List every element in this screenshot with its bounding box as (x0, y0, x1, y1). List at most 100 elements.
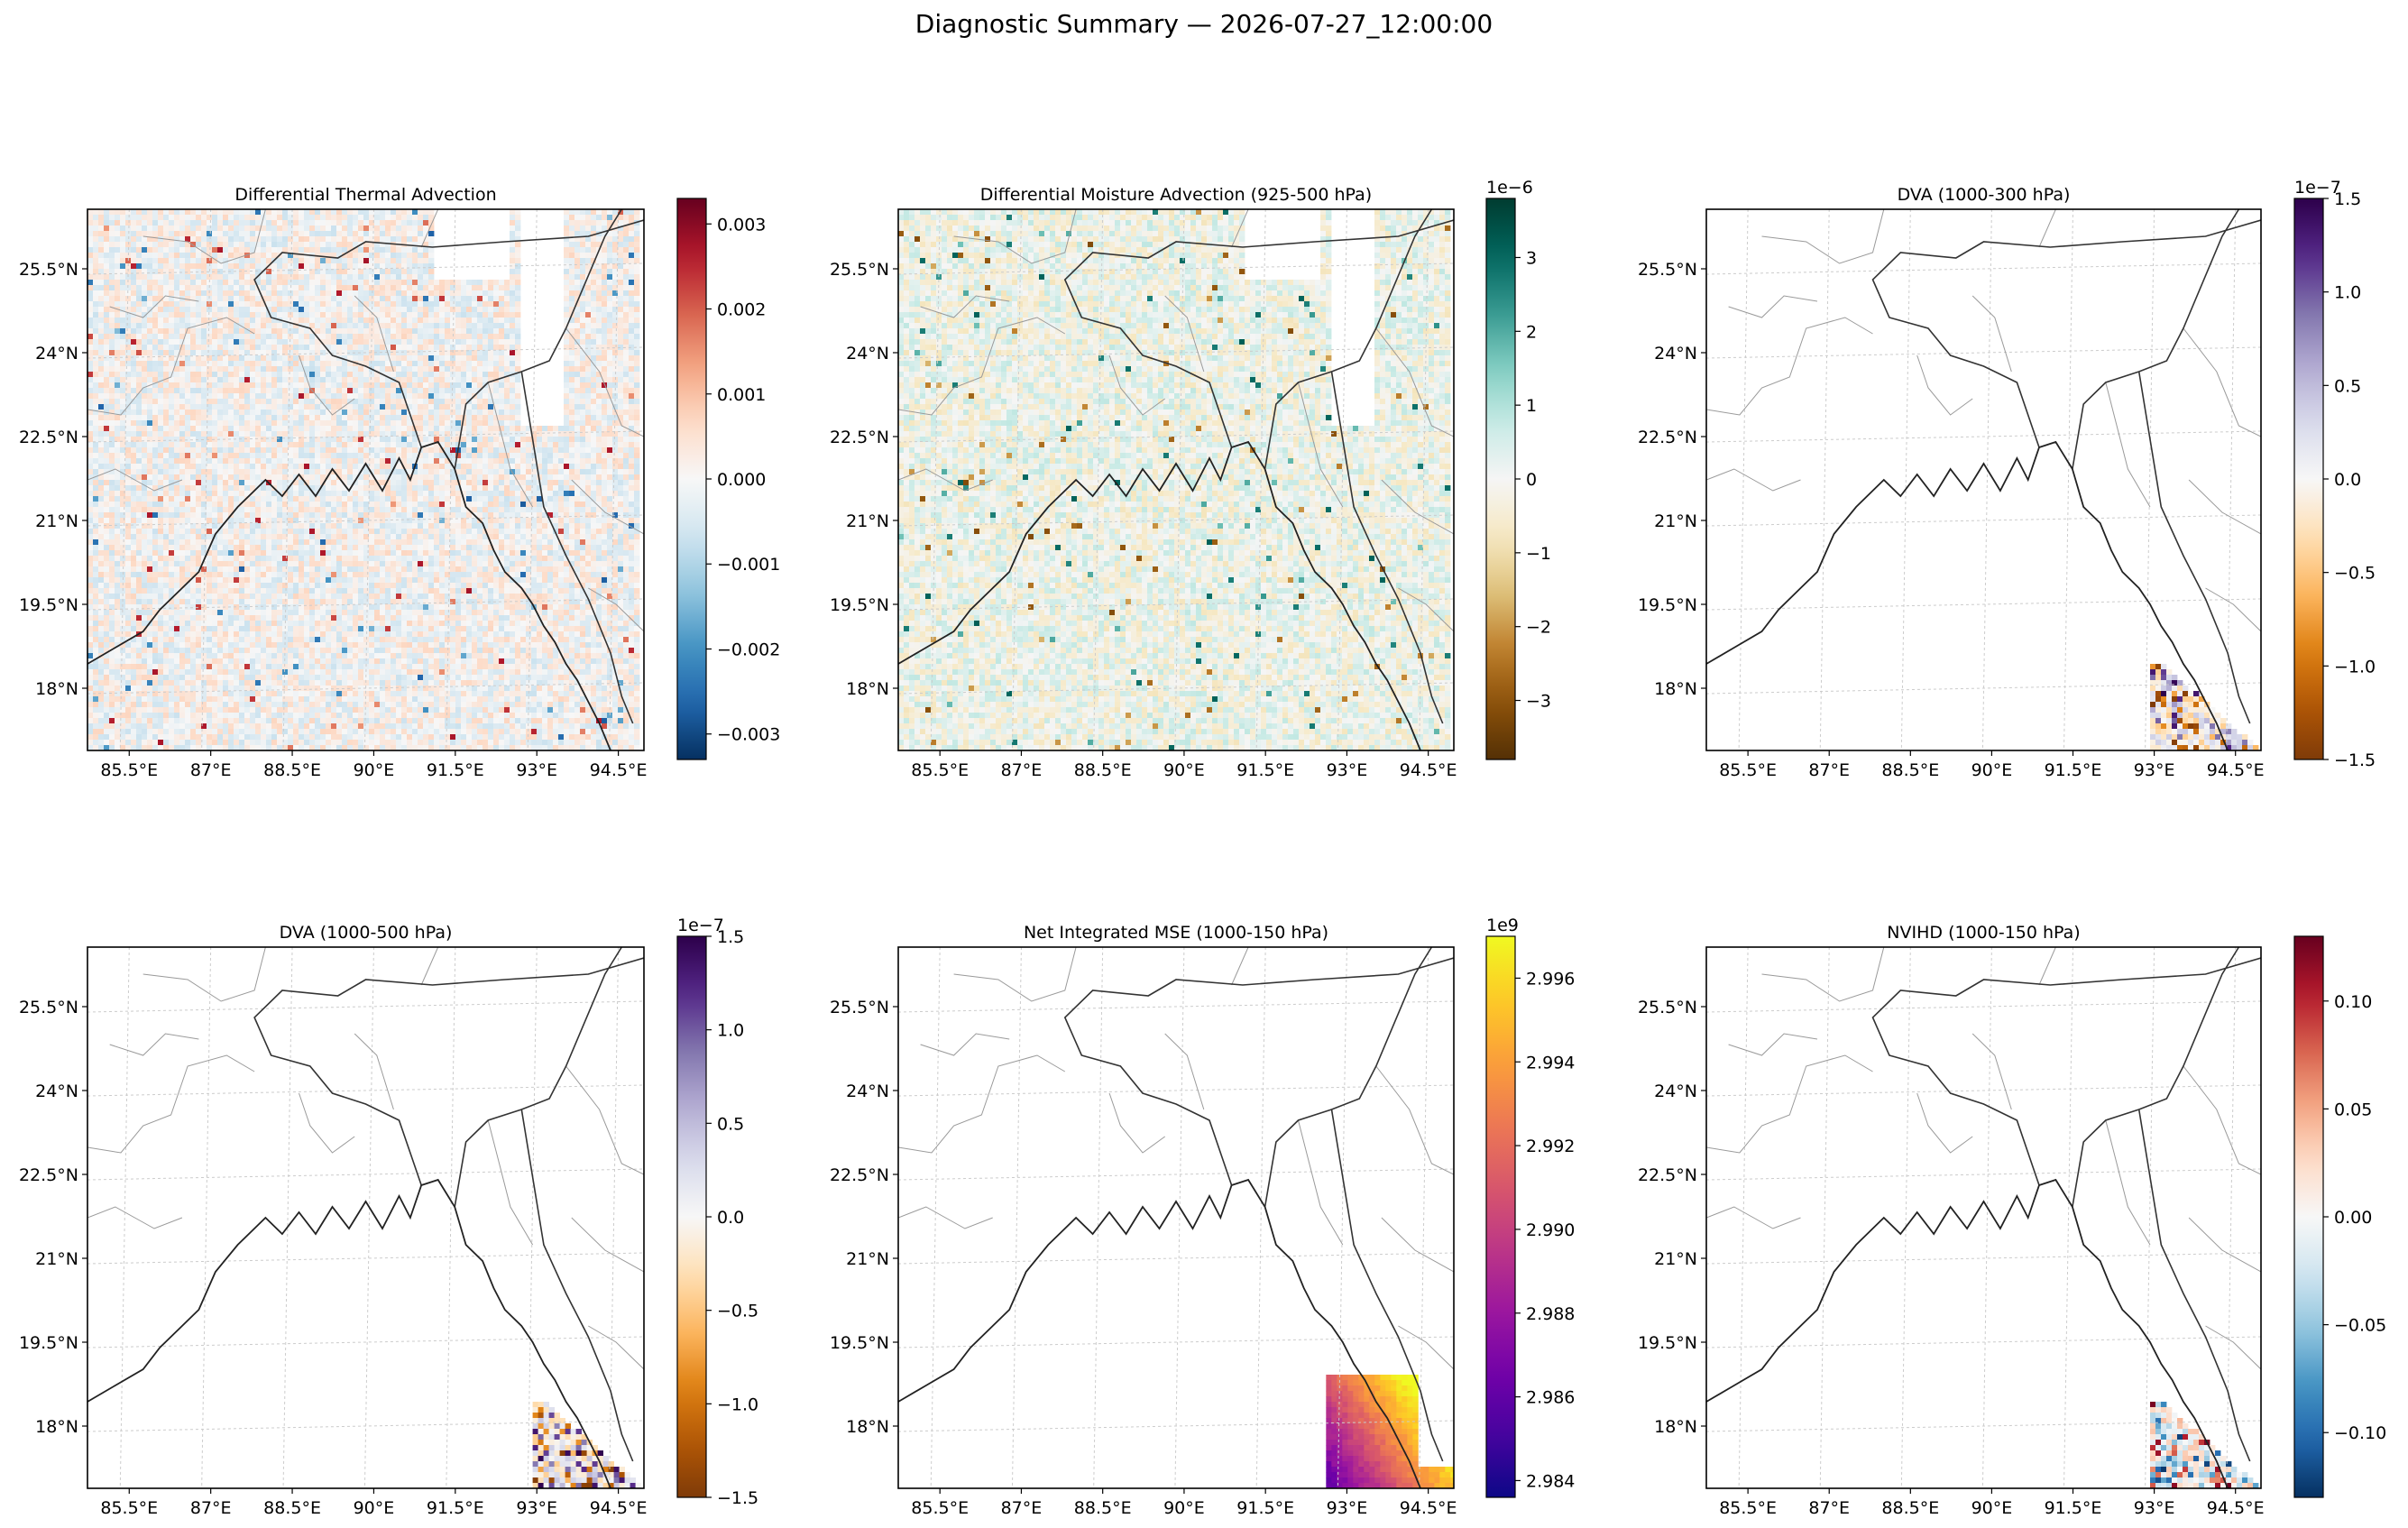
field-cell (423, 485, 429, 492)
field-cell (342, 323, 348, 329)
field-cell (152, 464, 159, 470)
field-cell (472, 388, 478, 394)
field-cell (629, 361, 635, 367)
field-cell (223, 247, 229, 253)
field-cell (553, 474, 559, 481)
field-cell (591, 377, 597, 383)
field-cell (104, 361, 110, 367)
field-cell (510, 388, 516, 394)
field-cell (542, 474, 548, 481)
field-cell (320, 431, 326, 437)
field-cell (574, 431, 581, 437)
field-cell (163, 366, 170, 373)
field-cell (293, 437, 299, 443)
field-cell (547, 464, 554, 470)
field-cell (618, 458, 624, 465)
field-cell (320, 420, 326, 427)
field-cell (336, 350, 343, 356)
field-cell (607, 437, 613, 443)
field-cell (277, 485, 283, 492)
field-cell (396, 469, 402, 475)
field-cell (228, 474, 234, 481)
field-cell (293, 382, 299, 389)
field-cell (196, 377, 202, 383)
field-cell (234, 345, 240, 351)
field-cell (250, 328, 256, 335)
field-cell (147, 366, 153, 373)
field-cell (223, 307, 229, 313)
field-cell (234, 290, 240, 297)
field-cell (125, 469, 132, 475)
field-cell (418, 318, 424, 324)
field-cell (493, 491, 500, 497)
field-cell (152, 263, 159, 270)
field-cell (239, 431, 245, 437)
field-cell (515, 307, 521, 313)
field-cell (331, 474, 337, 481)
field-cell (115, 236, 121, 243)
field-cell (358, 318, 364, 324)
field-cell (401, 301, 408, 308)
field-cell (277, 399, 283, 405)
field-cell (271, 480, 278, 486)
field-cell (401, 328, 408, 335)
field-cell (483, 318, 489, 324)
field-cell (385, 361, 391, 367)
field-cell (374, 226, 381, 232)
field-cell (607, 410, 613, 416)
field-cell (407, 431, 413, 437)
field-cell (87, 215, 94, 221)
field-cell (391, 437, 397, 443)
field-cell (336, 274, 343, 281)
field-cell (299, 215, 305, 221)
field-cell (125, 415, 132, 421)
field-cell (266, 361, 272, 367)
field-cell (282, 269, 289, 275)
field-cell (336, 377, 343, 383)
field-cell (331, 442, 337, 448)
field-cell (277, 274, 283, 281)
field-cell (407, 393, 413, 400)
field-cell (515, 334, 521, 340)
field-cell (109, 334, 115, 340)
field-cell (250, 253, 256, 259)
field-cell (569, 426, 575, 432)
field-cell (244, 447, 251, 454)
field-cell (515, 404, 521, 410)
field-cell (353, 280, 359, 286)
field-cell (315, 420, 321, 427)
field-cell (407, 350, 413, 356)
field-cell (363, 474, 370, 481)
field-cell (250, 366, 256, 373)
field-cell (585, 469, 592, 475)
field-cell (179, 312, 186, 318)
field-cell (228, 258, 234, 264)
field-cell (104, 388, 110, 394)
field-cell (439, 361, 446, 367)
field-cell (634, 388, 640, 394)
field-cell (423, 437, 429, 443)
field-cell (564, 345, 570, 351)
field-cell (147, 269, 153, 275)
field-cell (336, 382, 343, 389)
field-cell (120, 458, 126, 465)
field-cell (580, 220, 586, 226)
field-cell (315, 350, 321, 356)
field-cell (445, 410, 451, 416)
field-cell (342, 382, 348, 389)
field-cell (320, 307, 326, 313)
field-cell (634, 236, 640, 243)
field-cell (574, 437, 581, 443)
field-cell (239, 458, 245, 465)
field-cell (147, 290, 153, 297)
field-cell (266, 447, 272, 454)
field-cell (131, 296, 137, 302)
field-cell (466, 474, 473, 481)
field-cell (304, 247, 310, 253)
map-area[interactable] (87, 209, 644, 750)
field-cell (493, 372, 500, 378)
field-cell (201, 382, 207, 389)
field-cell (239, 301, 245, 308)
field-cell (623, 339, 630, 345)
field-cell (450, 334, 456, 340)
